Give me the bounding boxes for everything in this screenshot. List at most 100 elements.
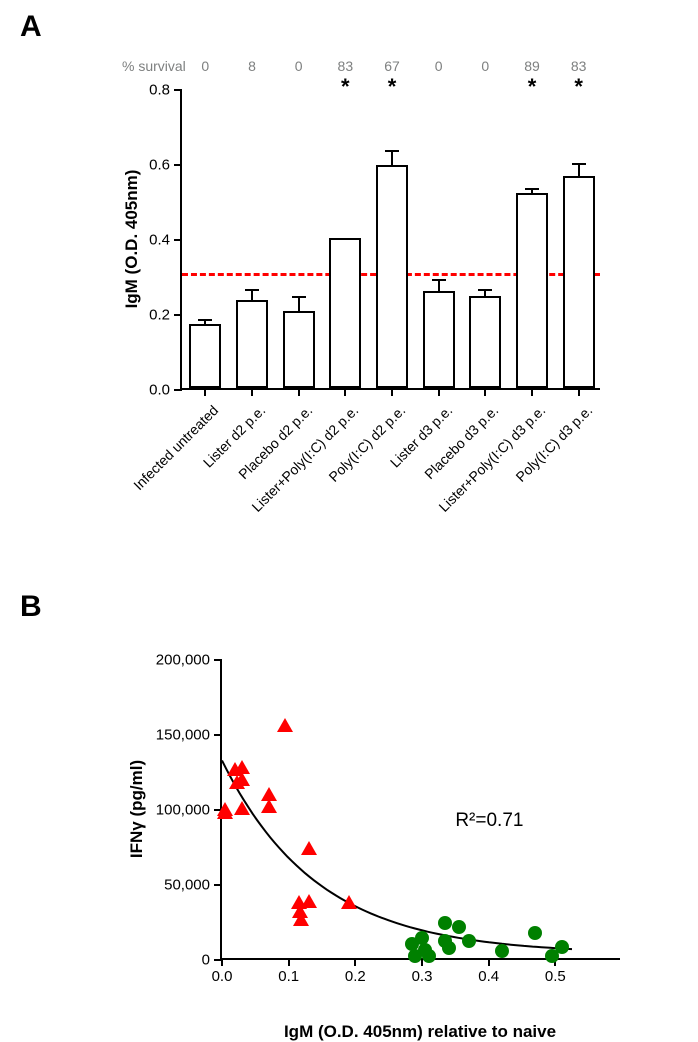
chart-a-x-tick — [531, 388, 533, 396]
chart-a-y-tick-label: 0.4 — [149, 232, 170, 249]
chart-b-x-tick — [288, 958, 290, 966]
chart-b-y-tick — [214, 734, 222, 736]
chart-b-point-circle — [442, 941, 456, 955]
chart-a-error-cap — [245, 289, 259, 291]
panel-a-label: A — [20, 10, 42, 44]
survival-value: 83 — [338, 58, 354, 74]
chart-a-bar — [283, 311, 315, 388]
chart-b-point-triangle — [301, 841, 317, 855]
chart-b-fit-curve — [222, 660, 620, 958]
significance-star: * — [388, 74, 397, 100]
chart-a-error-cap — [432, 279, 446, 281]
chart-b-point-circle — [528, 926, 542, 940]
chart-b-point-triangle — [234, 801, 250, 815]
chart-b-x-tick-label: 0.4 — [478, 968, 499, 985]
chart-a-bar — [376, 165, 408, 388]
chart-b-x-tick-label: 0.0 — [212, 968, 233, 985]
chart-a-error-bar — [298, 296, 300, 313]
chart-a-bar — [516, 193, 548, 388]
chart-b-point-triangle — [277, 718, 293, 732]
chart-a-x-tick — [438, 388, 440, 396]
survival-value: 89 — [524, 58, 540, 74]
chart-b-point-circle — [438, 916, 452, 930]
chart-a-bar — [189, 324, 221, 388]
chart-b-point-triangle — [217, 805, 233, 819]
chart-b-point-triangle — [261, 787, 277, 801]
chart-b-point-triangle — [234, 772, 250, 786]
chart-b-x-tick-label: 0.5 — [545, 968, 566, 985]
chart-a-x-tick — [344, 388, 346, 396]
chart-b-y-tick-label: 150,000 — [156, 727, 210, 744]
chart-b-y-tick-label: 200,000 — [156, 652, 210, 669]
chart-a-y-tick — [174, 89, 182, 91]
chart-a-y-tick-label: 0.8 — [149, 82, 170, 99]
chart-b-x-tick-label: 0.2 — [345, 968, 366, 985]
chart-a-y-tick — [174, 314, 182, 316]
chart-a-error-cap — [338, 238, 352, 240]
chart-a-error-cap — [198, 319, 212, 321]
chart-b-point-circle — [555, 940, 569, 954]
survival-value: 0 — [201, 58, 209, 74]
chart-a-x-tick — [484, 388, 486, 396]
chart-b-point-circle — [422, 949, 436, 963]
chart-b-x-tick-label: 0.3 — [412, 968, 433, 985]
chart-b-point-triangle — [301, 894, 317, 908]
chart-a-error-cap — [525, 188, 539, 190]
chart-b-point-triangle — [341, 895, 357, 909]
significance-star: * — [341, 74, 350, 100]
chart-a-x-tick — [298, 388, 300, 396]
chart-a-bar — [329, 238, 361, 388]
survival-value: 83 — [571, 58, 587, 74]
chart-a-error-bar — [578, 163, 580, 178]
chart-a-bar — [236, 300, 268, 388]
chart-a-y-tick — [174, 239, 182, 241]
chart-a: % survival IgM (O.D. 405nm) 0.0 0.2 0.4 0.6… — [120, 50, 640, 590]
survival-value: 0 — [295, 58, 303, 74]
chart-b: IFNγ (pg/ml) R²=0.71 0 50,000 100,000 150,0… — [110, 650, 650, 1020]
chart-a-x-tick — [391, 388, 393, 396]
survival-value: 8 — [248, 58, 256, 74]
chart-b-point-triangle — [261, 799, 277, 813]
chart-a-x-tick — [251, 388, 253, 396]
chart-b-x-tick — [354, 958, 356, 966]
chart-b-point-circle — [462, 934, 476, 948]
chart-a-bar — [469, 296, 501, 388]
survival-value: 67 — [384, 58, 400, 74]
chart-a-y-tick — [174, 164, 182, 166]
chart-a-error-cap — [385, 150, 399, 152]
chart-a-plot-area: % survival IgM (O.D. 405nm) 0.00.20.40.6… — [180, 90, 600, 390]
survival-label: % survival — [122, 58, 186, 74]
chart-b-x-axis-title: IgM (O.D. 405nm) relative to naive — [284, 1022, 556, 1042]
chart-b-y-axis-title: IFNγ (pg/ml) — [127, 760, 147, 858]
chart-b-plot-area: IFNγ (pg/ml) R²=0.71 050,000100,000150,0… — [220, 660, 620, 960]
chart-a-error-bar — [391, 150, 393, 167]
chart-a-y-tick — [174, 389, 182, 391]
chart-b-y-tick-label: 0 — [202, 952, 210, 969]
chart-b-y-tick — [214, 659, 222, 661]
survival-value: 0 — [481, 58, 489, 74]
survival-value: 0 — [435, 58, 443, 74]
chart-b-y-tick-label: 50,000 — [164, 877, 210, 894]
chart-b-r2-label: R²=0.71 — [455, 810, 523, 832]
chart-b-point-circle — [495, 944, 509, 958]
chart-a-x-tick — [578, 388, 580, 396]
chart-b-point-circle — [452, 920, 466, 934]
chart-a-y-tick-label: 0.2 — [149, 307, 170, 324]
significance-star: * — [574, 74, 583, 100]
chart-a-x-tick — [204, 388, 206, 396]
chart-a-y-axis-title: IgM (O.D. 405nm) — [122, 170, 142, 309]
chart-b-point-triangle — [293, 912, 309, 926]
chart-b-x-tick-label: 0.1 — [278, 968, 299, 985]
chart-a-y-tick-label: 0.0 — [149, 382, 170, 399]
chart-b-y-tick — [214, 884, 222, 886]
chart-a-error-cap — [292, 296, 306, 298]
chart-b-x-tick — [221, 958, 223, 966]
chart-a-y-tick-label: 0.6 — [149, 157, 170, 174]
chart-a-error-cap — [478, 289, 492, 291]
panel-b-label: B — [20, 590, 42, 624]
chart-a-bar — [563, 176, 595, 388]
significance-star: * — [528, 74, 537, 100]
chart-a-error-cap — [572, 163, 586, 165]
chart-a-bar — [423, 291, 455, 389]
chart-b-y-tick-label: 100,000 — [156, 802, 210, 819]
